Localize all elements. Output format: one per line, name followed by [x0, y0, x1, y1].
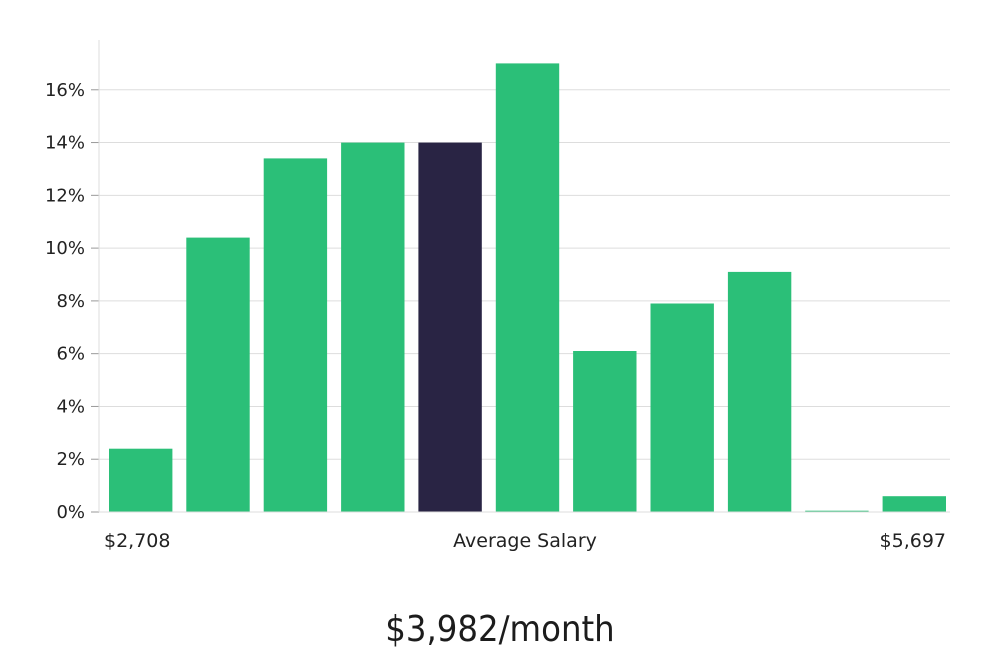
bar: [495, 63, 560, 513]
bar: [109, 448, 173, 512]
y-axis-ticks: 0% 2% 4% 6% 8% 10% 12% 14% 16%: [45, 80, 99, 523]
y-tick-label: 0%: [56, 502, 85, 523]
y-tick-label: 4%: [56, 396, 85, 417]
bar: [341, 142, 405, 512]
bar: [186, 237, 250, 512]
y-tick-label: 16%: [45, 80, 85, 101]
y-tick-label: 8%: [56, 291, 85, 312]
x-center-label: Average Salary: [453, 530, 597, 552]
y-tick-label: 12%: [45, 185, 85, 206]
bars: [109, 63, 946, 513]
x-min-label: $2,708: [104, 530, 170, 552]
bar: [882, 496, 946, 512]
y-tick-label: 2%: [56, 449, 85, 470]
bar: [805, 510, 869, 512]
bar-average-salary: [418, 142, 482, 512]
salary-distribution-chart: 0% 2% 4% 6% 8% 10% 12% 14% 16% $2,708 Average Sa…: [45, 40, 950, 552]
y-tick-label: 14%: [45, 133, 85, 154]
x-max-label: $5,697: [880, 530, 946, 552]
bar: [650, 303, 714, 512]
y-tick-label: 10%: [45, 238, 85, 259]
average-salary-value: $3,982/month: [385, 609, 615, 650]
bar: [263, 158, 328, 512]
y-tick-label: 6%: [56, 344, 85, 365]
bar: [573, 351, 637, 512]
bar: [727, 271, 792, 512]
